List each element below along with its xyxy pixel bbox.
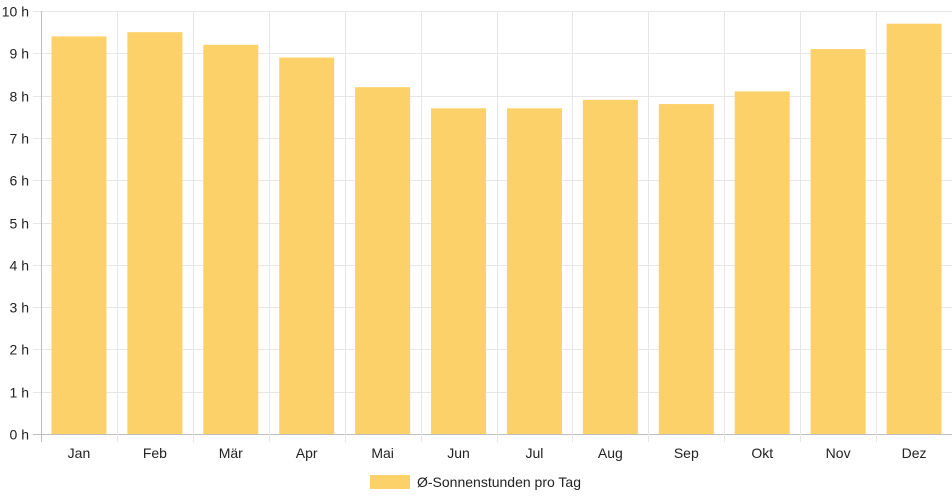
y-tick-label: 7 h: [10, 131, 29, 147]
y-tick-label: 2 h: [10, 342, 29, 358]
x-tick-label: Sep: [674, 445, 699, 461]
legend-label[interactable]: Ø-Sonnenstunden pro Tag: [417, 474, 581, 490]
x-tick-label: Dez: [902, 445, 927, 461]
x-tick-label: Jun: [447, 445, 470, 461]
grid: [33, 11, 952, 442]
x-tick-label: Apr: [296, 445, 318, 461]
x-tick-label: Jan: [68, 445, 91, 461]
x-tick-label: Mär: [219, 445, 243, 461]
bar-nov: [810, 49, 866, 434]
y-tick-label: 6 h: [10, 173, 29, 189]
y-tick-label: 1 h: [10, 385, 29, 401]
y-tick-label: 5 h: [10, 216, 29, 232]
bar-sep: [658, 104, 714, 434]
x-tick-label: Feb: [143, 445, 167, 461]
y-tick-label: 10 h: [2, 4, 29, 20]
bar-feb: [127, 32, 183, 435]
bar-apr: [279, 57, 335, 434]
bar-mär: [203, 44, 259, 435]
bar-jan: [51, 36, 107, 434]
bar-jun: [431, 108, 487, 434]
y-tick-label: 9 h: [10, 46, 29, 62]
x-tick-label: Okt: [751, 445, 773, 461]
legend[interactable]: Ø-Sonnenstunden pro Tag: [370, 474, 581, 490]
y-tick-label: 4 h: [10, 258, 29, 274]
y-tick-label: 0 h: [10, 427, 29, 443]
bar-mai: [355, 87, 411, 434]
x-tick-label: Jul: [526, 445, 544, 461]
x-tick-label: Nov: [826, 445, 851, 461]
bar-dez: [886, 23, 942, 434]
bar-jul: [506, 108, 562, 434]
legend-swatch[interactable]: [370, 475, 410, 489]
bar-okt: [734, 91, 790, 435]
bar-aug: [582, 99, 638, 434]
x-tick-label: Aug: [598, 445, 623, 461]
y-tick-label: 8 h: [10, 89, 29, 105]
axes: 0 h 1 h 2 h 3 h 4 h 5 h 6 h 7 h 8 h 9 h 10 h Jan Feb…: [2, 4, 927, 462]
x-tick-label: Mai: [371, 445, 394, 461]
bars: [51, 23, 942, 435]
y-tick-label: 3 h: [10, 300, 29, 316]
